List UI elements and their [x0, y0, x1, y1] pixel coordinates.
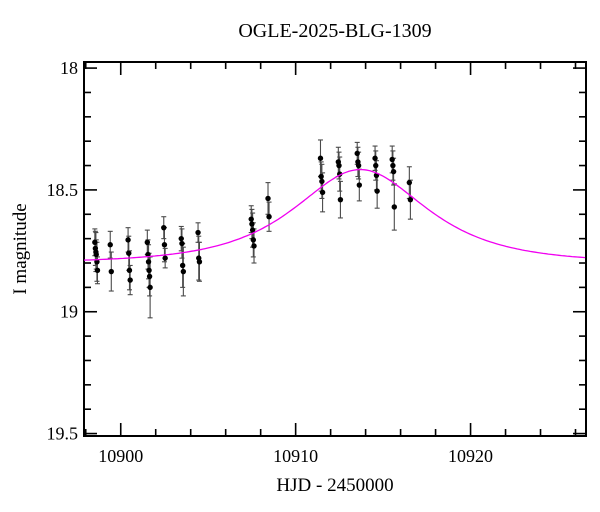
- data-point: [319, 189, 326, 196]
- data-point: [161, 224, 167, 231]
- data-point: [125, 237, 131, 243]
- data-point: [144, 239, 151, 245]
- data-point: [196, 259, 203, 265]
- chart-title: OGLE-2025-BLG-1309: [238, 20, 432, 42]
- data-point: [126, 267, 133, 274]
- data-point: [146, 267, 152, 274]
- data-point: [336, 162, 342, 169]
- data-point: [94, 267, 101, 274]
- data-point: [389, 156, 395, 163]
- data-point: [127, 277, 133, 283]
- data-point: [162, 255, 168, 261]
- data-point: [266, 214, 272, 220]
- data-point: [249, 221, 255, 227]
- data-point: [146, 273, 153, 280]
- data-point: [391, 204, 397, 210]
- data-point: [145, 251, 151, 258]
- data-point: [93, 251, 99, 258]
- model-curve: [83, 168, 586, 261]
- data-point: [179, 240, 185, 247]
- data-point: [248, 216, 254, 222]
- y-tick-label: 19.5: [47, 424, 79, 444]
- data-point: [250, 237, 257, 243]
- data-point: [251, 243, 257, 249]
- data-point: [161, 242, 168, 248]
- data-point: [337, 196, 344, 203]
- data-point: [94, 259, 100, 265]
- plot-frame: [83, 61, 587, 437]
- x-tick-label: 10900: [98, 446, 143, 466]
- data-point: [108, 268, 114, 275]
- data-point: [249, 227, 256, 233]
- data-point: [390, 162, 396, 169]
- data-point: [107, 242, 113, 248]
- data-point: [356, 182, 363, 188]
- data-point: [406, 179, 413, 186]
- data-point: [390, 168, 397, 175]
- data-point: [354, 150, 360, 157]
- data-point: [178, 235, 184, 242]
- data-point: [145, 259, 152, 265]
- data-point: [179, 262, 186, 269]
- data-point: [317, 155, 324, 161]
- x-tick-label: 10910: [273, 446, 318, 466]
- data-point: [147, 284, 153, 291]
- data-point: [372, 155, 378, 161]
- data-point: [355, 162, 362, 169]
- x-tick-label: 10920: [448, 446, 493, 466]
- data-point: [374, 188, 380, 194]
- data-point: [407, 196, 414, 203]
- y-tick-label: 18: [60, 58, 78, 78]
- data-point: [195, 229, 201, 236]
- x-axis-label: HJD - 2450000: [276, 475, 394, 496]
- y-tick-label: 18.5: [47, 180, 79, 200]
- data-point: [265, 195, 271, 202]
- data-point: [180, 268, 187, 275]
- data-point: [373, 162, 379, 169]
- y-tick-label: 19: [60, 302, 78, 322]
- data-point: [92, 239, 98, 245]
- data-point: [318, 173, 324, 180]
- data-point: [126, 250, 132, 256]
- data-point: [319, 178, 325, 185]
